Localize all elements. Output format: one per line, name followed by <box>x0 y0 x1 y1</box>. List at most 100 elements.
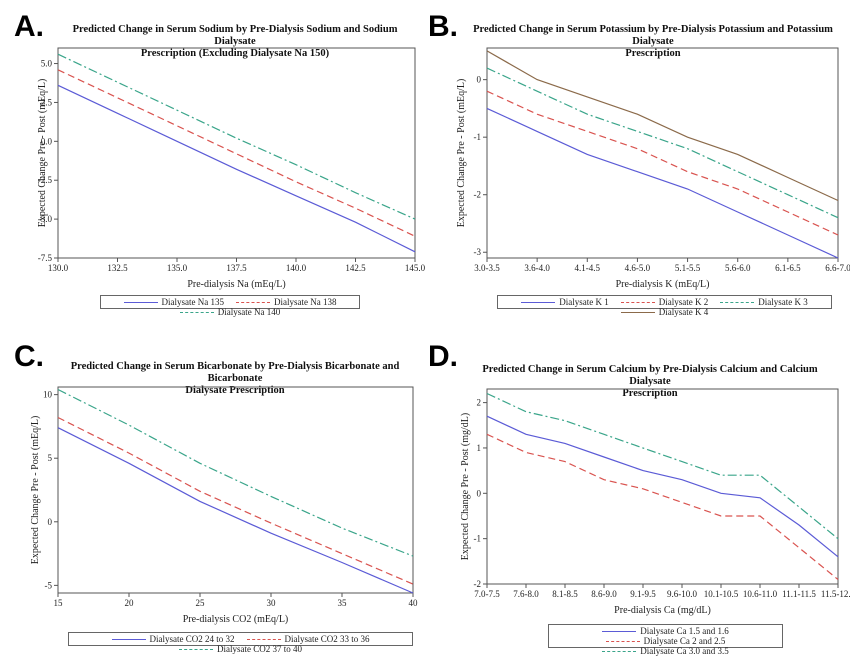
legend-label: Dialysate Na 138 <box>274 297 337 307</box>
legend-item: Dialysate Ca 3.0 and 3.5 <box>602 646 729 656</box>
series-line <box>486 67 839 219</box>
y-axis-label: Expected Change Pre - Post (mEq/L) <box>37 79 48 228</box>
legend-swatch <box>620 301 655 303</box>
plot-frame <box>57 386 414 594</box>
legend-swatch <box>123 301 158 303</box>
x-tick-label: 9.1-9.5 <box>630 589 656 599</box>
y-tick-label: 5 <box>48 453 53 463</box>
y-axis-label: Expected Change Pre - Post (mg/dL) <box>460 413 471 560</box>
series-line <box>486 50 839 202</box>
chart-title: Predicted Change in Serum Calcium by Pre… <box>470 364 830 400</box>
x-axis-label: Pre-dialysis Ca (mg/dL) <box>614 605 711 616</box>
y-tick-label: -2.5 <box>38 175 53 185</box>
plot-frame <box>486 388 839 585</box>
x-tick-label: 6.1-6.5 <box>775 263 801 273</box>
chart-legend: Dialysate Na 135 Dialysate Na 138 Dialysat… <box>100 295 360 317</box>
chart-title: Predicted Change in Serum Sodium by Pre-… <box>55 24 415 60</box>
legend-label: Dialysate Na 135 <box>161 297 224 307</box>
chart-legend: Dialysate CO2 24 to 32 Dialysate CO2 33 t… <box>68 632 413 654</box>
series-line <box>57 84 416 253</box>
legend-label: Dialysate K 4 <box>658 307 709 317</box>
legend-label: Dialysate Na 140 <box>217 307 281 317</box>
legend-swatch <box>236 301 270 303</box>
legend-swatch <box>179 648 213 650</box>
chart-title-line1: Predicted Change in Serum Potassium by P… <box>473 24 833 47</box>
x-tick-label: 10.1-10.5 <box>704 589 739 599</box>
legend-swatch <box>246 638 281 640</box>
panel-letter: C. <box>14 340 44 373</box>
legend-item: Dialysate Na 140 <box>179 307 281 317</box>
legend-label: Dialysate K 1 <box>559 297 609 307</box>
chart-title-line2: Prescription <box>622 388 678 399</box>
chart-title-line1: Predicted Change in Serum Sodium by Pre-… <box>72 24 398 47</box>
x-tick-label: 6.6-7.0 <box>825 263 850 273</box>
y-axis-label: Expected Change Pre - Post (mEq/L) <box>456 79 467 228</box>
x-tick-label: 25 <box>196 598 206 608</box>
chart-title: Predicted Change in Serum Bicarbonate by… <box>55 361 415 397</box>
series-line <box>57 416 414 585</box>
x-axis-label: Pre-dialysis CO2 (mEq/L) <box>183 614 289 625</box>
legend-label: Dialysate Ca 3.0 and 3.5 <box>640 646 729 656</box>
y-tick-label: -5.0 <box>38 214 53 224</box>
series-line <box>486 415 839 558</box>
y-tick-label: -1 <box>474 534 482 544</box>
potassium-chart: 3.0-3.5 3.6-4.0 4.1-4.5 4.6-5.0 5.1-5.5 5.6-6… <box>456 47 850 290</box>
chart-title: Predicted Change in Serum Potassium by P… <box>463 24 843 60</box>
x-tick-label: 140.0 <box>286 263 307 273</box>
panel-letter: A. <box>14 10 44 43</box>
x-axis-label: Pre-dialysis Na (mEq/L) <box>187 279 285 290</box>
y-tick-label: -7.5 <box>38 253 53 263</box>
x-tick-label: 9.6-10.0 <box>667 589 697 599</box>
legend-swatch <box>179 311 214 313</box>
y-tick-label: -1 <box>474 132 482 142</box>
legend-item: Dialysate Ca 1.5 and 1.6 <box>602 626 729 636</box>
x-tick-label: 132.5 <box>107 263 128 273</box>
x-tick-label: 30 <box>267 598 277 608</box>
x-tick-label: 20 <box>125 598 135 608</box>
plot-frame <box>486 47 839 259</box>
y-tick-label: 1 <box>477 443 482 453</box>
series-line <box>486 90 839 236</box>
x-tick-label: 11.5-12.0 <box>821 589 850 599</box>
y-tick-label: 0 <box>477 488 482 498</box>
y-tick-label: -5 <box>45 580 53 590</box>
x-tick-label: 8.1-8.5 <box>552 589 578 599</box>
x-tick-label: 5.1-5.5 <box>675 263 701 273</box>
x-tick-label: 3.0-3.5 <box>474 263 500 273</box>
legend-swatch <box>111 638 146 640</box>
x-tick-label: 7.6-8.0 <box>513 589 539 599</box>
panel-letter: B. <box>428 10 458 43</box>
legend-label: Dialysate Ca 1.5 and 1.6 <box>640 626 729 636</box>
legend-label: Dialysate K 3 <box>758 297 808 307</box>
y-tick-label: 2.5 <box>41 97 53 107</box>
legend-item: Dialysate Na 135 <box>123 297 224 307</box>
x-tick-label: 142.5 <box>345 263 366 273</box>
chart-title-line1: Predicted Change in Serum Bicarbonate by… <box>70 361 400 384</box>
y-tick-label: 10 <box>43 390 53 400</box>
legend-swatch <box>602 630 637 632</box>
legend-swatch <box>620 311 655 313</box>
x-tick-label: 130.0 <box>48 263 69 273</box>
x-tick-label: 137.5 <box>226 263 247 273</box>
y-tick-label: -2 <box>474 190 482 200</box>
x-tick-label: 5.6-6.0 <box>725 263 751 273</box>
series-line <box>486 107 839 259</box>
chart-title-line1: Predicted Change in Serum Calcium by Pre… <box>482 364 818 387</box>
legend-swatch <box>521 301 556 303</box>
x-tick-label: 4.1-4.5 <box>575 263 601 273</box>
legend-item: Dialysate K 4 <box>620 307 709 317</box>
legend-item: Dialysate K 1 <box>521 297 609 307</box>
series-line <box>486 392 839 540</box>
y-tick-label: -3 <box>474 247 482 257</box>
legend-swatch <box>605 640 640 642</box>
legend-item: Dialysate Na 138 <box>236 297 336 307</box>
x-tick-label: 7.0-7.5 <box>474 589 500 599</box>
bicarbonate-chart: 15 20 25 30 35 40 -5 0 5 10 Pre-dialysis CO2 (mEq/… <box>30 386 418 625</box>
x-tick-label: 3.6-4.0 <box>524 263 550 273</box>
legend-item: Dialysate K 2 <box>620 297 708 307</box>
chart-title-line2: Dialysate Prescription <box>185 385 285 396</box>
y-axis-label: Expected Change Pre - Post (mEq/L) <box>30 416 41 565</box>
legend-label: Dialysate CO2 33 to 36 <box>284 634 370 644</box>
chart-legend: Dialysate K 1 Dialysate K 2 Dialysate K 3 D… <box>497 295 832 317</box>
